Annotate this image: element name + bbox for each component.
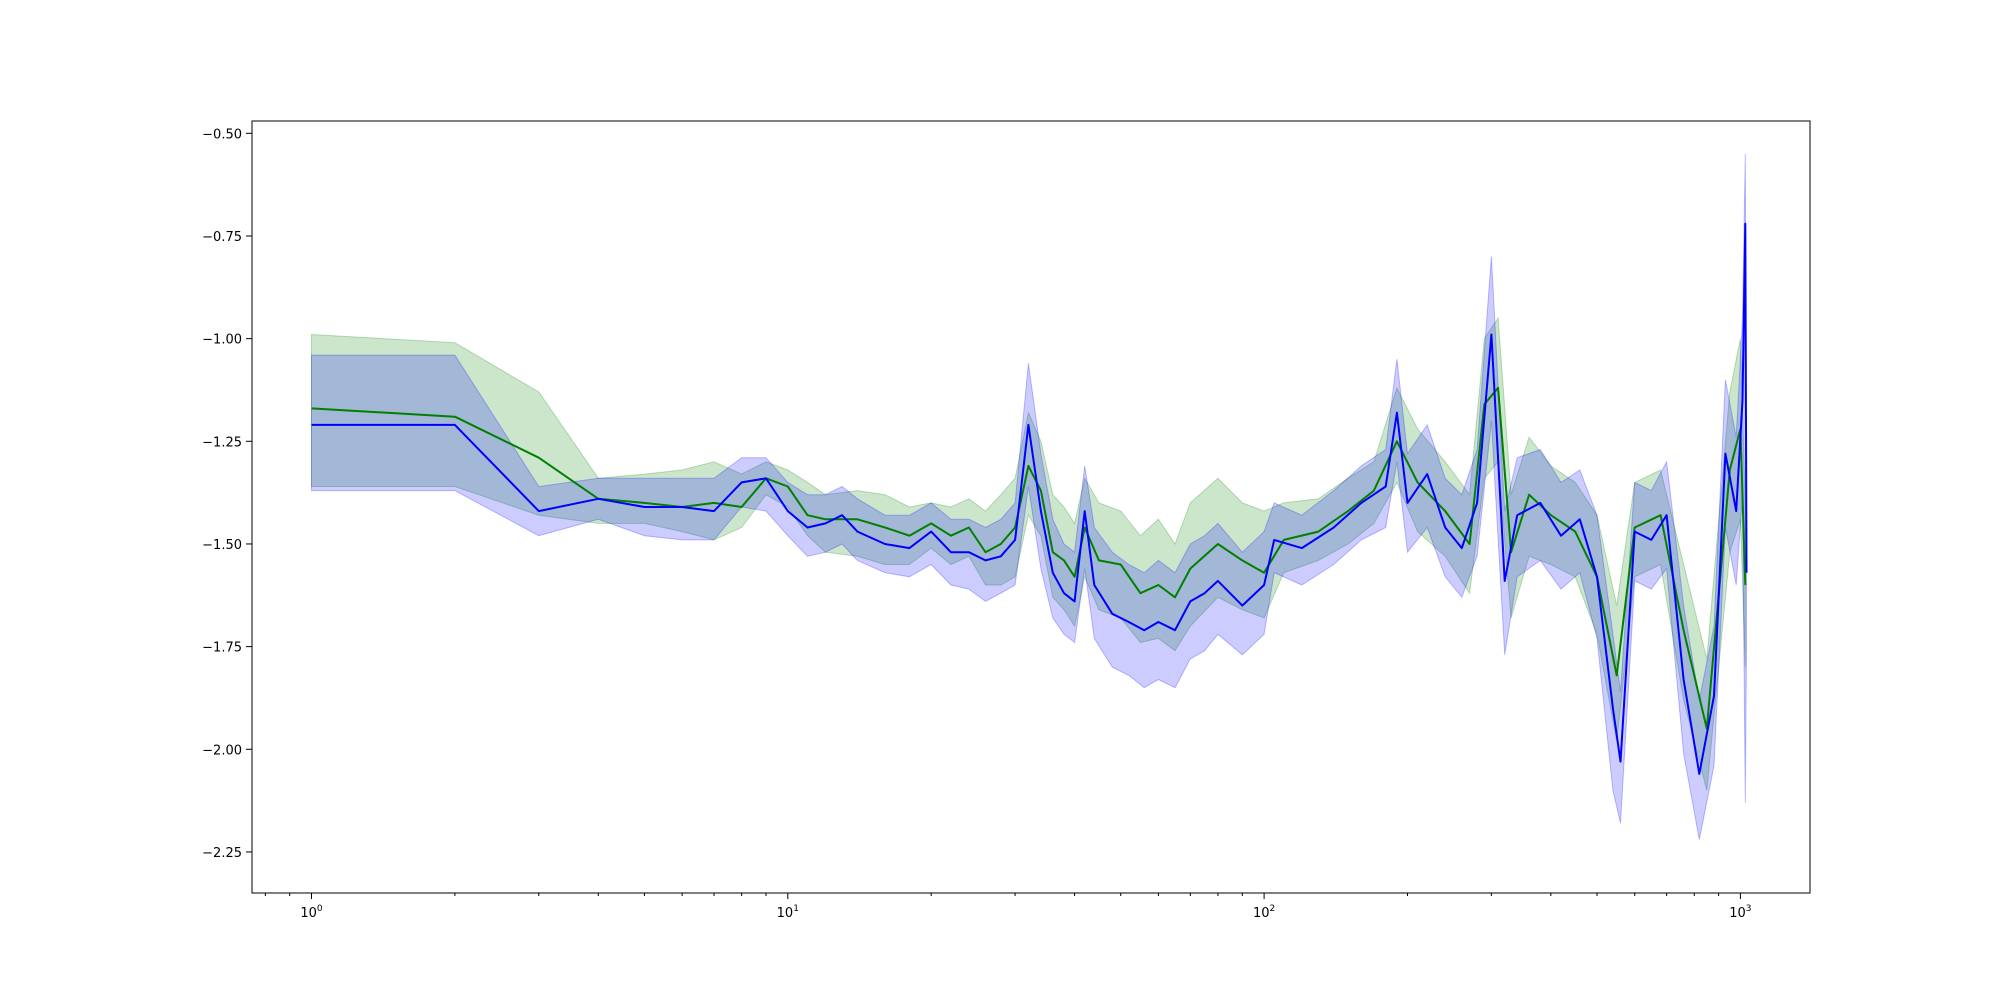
y-tick-label: −0.50 (202, 127, 242, 142)
x-tick-exponent: 1 (793, 904, 799, 914)
y-tick-label: −2.00 (202, 743, 242, 758)
series-1-band (311, 153, 1747, 840)
series-1-line (311, 222, 1748, 775)
axes-frame (251, 120, 1811, 894)
x-tick-base: 10 (777, 906, 794, 921)
x-tick-base: 10 (1729, 906, 1746, 921)
y-axis: −0.50 −0.75 −1.00 −1.25 −1.50 −1.75 −2.00 −2.25 (202, 127, 252, 861)
x-tick-base: 10 (1253, 906, 1270, 921)
y-tick-label: −1.50 (202, 538, 242, 553)
y-tick-label: −1.25 (202, 435, 242, 450)
y-tick-label: −2.25 (202, 846, 242, 861)
y-tick-label: −0.75 (202, 230, 242, 245)
x-tick-base: 10 (300, 906, 317, 921)
lines-layer (311, 222, 1748, 775)
bands-layer (311, 153, 1747, 840)
x-tick-exponent: 0 (317, 904, 323, 914)
x-tick-exponent: 3 (1746, 904, 1752, 914)
y-tick-label: −1.00 (202, 333, 242, 348)
x-tick-label: 100 (300, 904, 323, 921)
x-axis: 100 101 102 103 (264, 893, 1752, 921)
series-0-band (311, 316, 1746, 791)
x-tick-label: 102 (1253, 904, 1275, 921)
series-0-line (311, 386, 1747, 730)
x-tick-exponent: 2 (1270, 904, 1276, 914)
y-tick-label: −1.75 (202, 641, 242, 656)
x-tick-label: 103 (1729, 904, 1751, 921)
x-tick-label: 101 (777, 904, 799, 921)
